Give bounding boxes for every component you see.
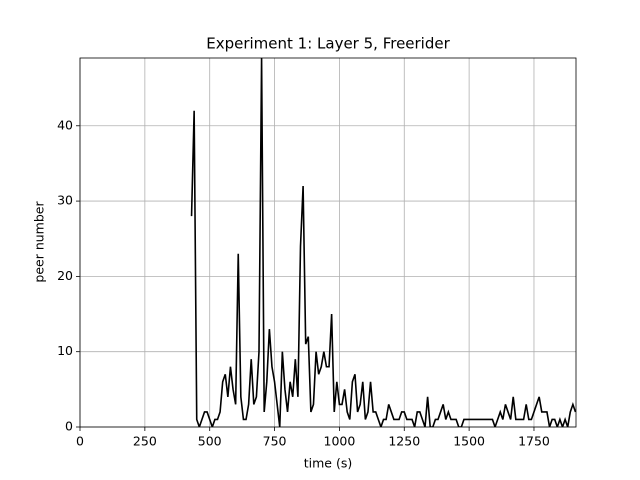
y-tick-label: 30 [57,193,73,208]
x-tick-label: 500 [198,434,222,449]
x-tick-label: 250 [133,434,157,449]
x-tick-label: 1250 [388,434,420,449]
y-tick-label: 20 [57,268,73,283]
y-axis-label: peer number [32,201,47,283]
x-tick-label: 0 [76,434,84,449]
x-tick-label: 1000 [324,434,356,449]
y-tick-label: 40 [57,117,73,132]
x-tick-label: 1500 [453,434,485,449]
chart-title: Experiment 1: Layer 5, Freerider [206,35,450,53]
plot-frame [79,57,577,428]
y-tick-label: 10 [57,343,73,358]
line-series [190,58,576,427]
x-axis-label: time (s) [304,456,352,471]
x-tick-label: 750 [263,434,287,449]
x-tick-label: 1750 [518,434,550,449]
y-tick-label: 0 [65,419,73,434]
